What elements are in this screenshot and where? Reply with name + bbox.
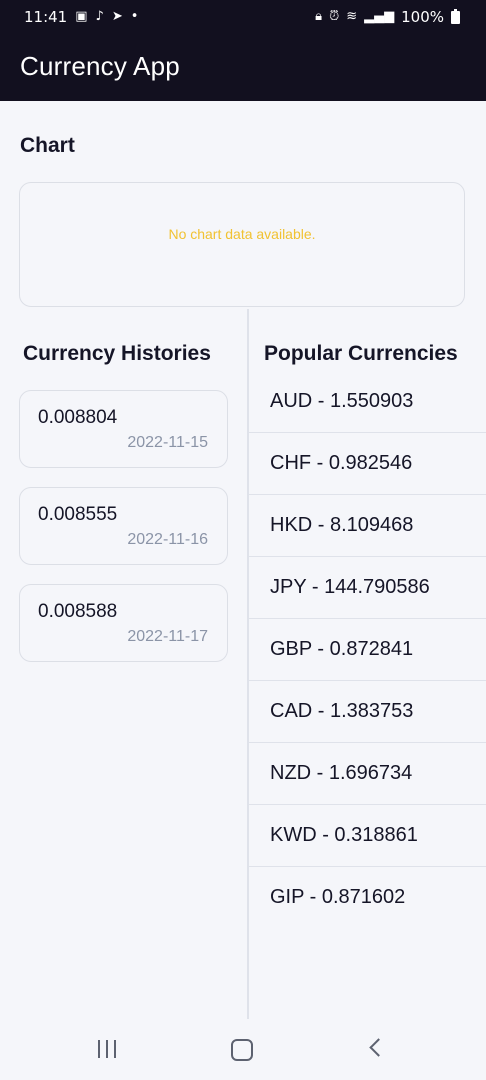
status-left: 11:41 ▣ ♪ ➤ • (24, 8, 138, 26)
app-bar: Currency App (0, 34, 486, 101)
battery-icon (451, 8, 460, 24)
popular-currency-label: HKD - 8.109468 (270, 514, 414, 536)
history-date: 2022-11-17 (127, 628, 208, 645)
column-divider (247, 309, 249, 1019)
history-card[interactable]: 0.008804 2022-11-15 (19, 390, 228, 468)
wifi-icon: ≋ (346, 9, 358, 24)
popular-currency-label: KWD - 0.318861 (270, 824, 418, 846)
history-card[interactable]: 0.008555 2022-11-16 (19, 487, 228, 565)
popular-currency-label: NZD - 1.696734 (270, 762, 413, 784)
system-nav-bar (0, 1019, 486, 1080)
alarm-icon: ⏰︎ (329, 9, 340, 24)
popular-currency-label: GBP - 0.872841 (270, 638, 414, 660)
history-value: 0.008588 (38, 601, 118, 622)
battery-percent: 100% (401, 8, 444, 26)
popular-currency-label: CHF - 0.982546 (270, 452, 413, 474)
history-card[interactable]: 0.008588 2022-11-17 (19, 584, 228, 662)
popular-currency-label: JPY - 144.790586 (270, 576, 430, 598)
popular-currency-item[interactable]: AUD - 1.550903 (249, 371, 486, 433)
home-icon[interactable] (231, 1039, 253, 1061)
status-right: 🔒︎ ⏰︎ ≋ ▂▄▆ 100% (315, 8, 460, 26)
history-value: 0.008555 (38, 504, 118, 525)
status-time: 11:41 (24, 8, 68, 26)
app-title: Currency App (20, 51, 180, 81)
popular-currency-item[interactable]: NZD - 1.696734 (249, 743, 486, 805)
histories-heading: Currency Histories (23, 342, 211, 365)
dot-icon: • (130, 9, 139, 24)
signal-icon: ▂▄▆ (364, 9, 395, 24)
gallery-icon: ▣ (75, 9, 88, 24)
popular-currency-item[interactable]: JPY - 144.790586 (249, 557, 486, 619)
popular-currency-item[interactable]: CHF - 0.982546 (249, 433, 486, 495)
history-value: 0.008804 (38, 407, 118, 428)
lock-icon: 🔒︎ (315, 9, 323, 24)
recent-apps-icon[interactable] (96, 1040, 118, 1058)
back-icon[interactable] (369, 1038, 388, 1057)
chart-heading: Chart (20, 134, 75, 157)
telegram-icon: ➤ (111, 9, 123, 24)
history-date: 2022-11-15 (127, 434, 208, 451)
popular-currency-item[interactable]: CAD - 1.383753 (249, 681, 486, 743)
popular-currency-item[interactable]: HKD - 8.109468 (249, 495, 486, 557)
popular-currency-item[interactable]: GIP - 0.871602 (249, 867, 486, 929)
chart-card: No chart data available. (19, 182, 465, 307)
popular-currency-item[interactable]: KWD - 0.318861 (249, 805, 486, 867)
popular-heading: Popular Currencies (264, 342, 458, 365)
popular-currency-item[interactable]: GBP - 0.872841 (249, 619, 486, 681)
history-date: 2022-11-16 (127, 531, 208, 548)
status-bar: 11:41 ▣ ♪ ➤ • 🔒︎ ⏰︎ ≋ ▂▄▆ 100% (0, 0, 486, 34)
chart-empty-message: No chart data available. (168, 226, 316, 242)
tiktok-icon: ♪ (95, 9, 104, 24)
popular-currency-label: CAD - 1.383753 (270, 700, 414, 722)
popular-currency-label: GIP - 0.871602 (270, 886, 406, 908)
popular-currency-label: AUD - 1.550903 (270, 390, 414, 412)
